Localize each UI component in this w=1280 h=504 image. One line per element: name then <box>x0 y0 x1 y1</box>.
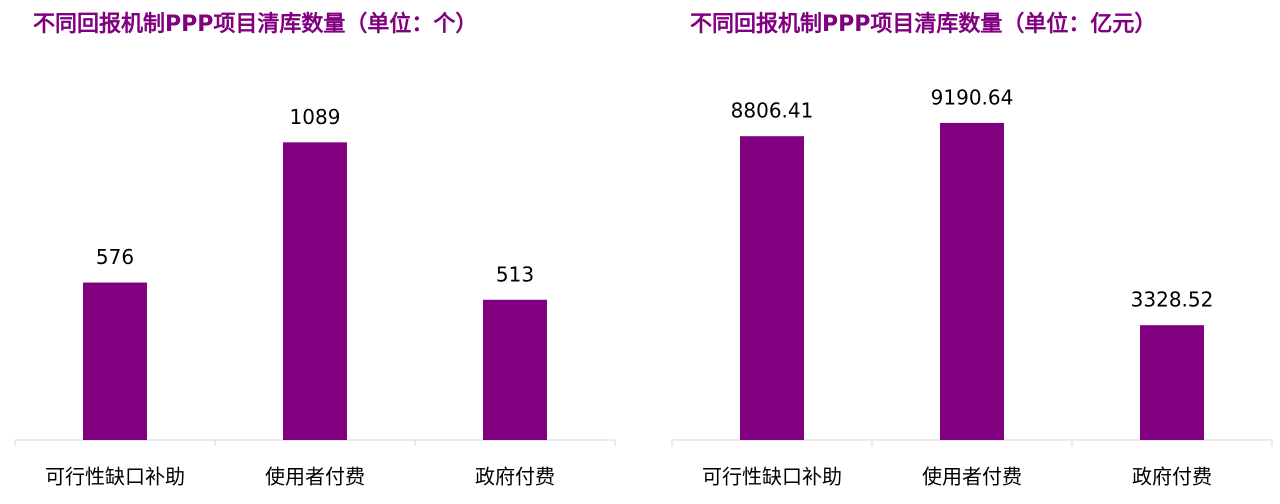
data-label: 3328.52 <box>1131 288 1214 312</box>
data-label: 8806.41 <box>731 99 814 123</box>
bar <box>83 282 147 440</box>
chart-title: 不同回报机制PPP项目清库数量（单位：亿元） <box>690 11 1156 37</box>
x-tick-label: 政府付费 <box>475 465 555 489</box>
bar <box>483 299 547 440</box>
data-label: 576 <box>96 245 134 269</box>
x-tick-label: 可行性缺口补助 <box>45 465 185 489</box>
bar <box>740 136 804 441</box>
bar <box>1140 325 1204 440</box>
data-label: 9190.64 <box>931 85 1014 109</box>
data-label: 513 <box>496 262 534 286</box>
data-label: 1089 <box>290 105 341 129</box>
x-tick-label: 使用者付费 <box>265 465 365 489</box>
bar <box>283 142 347 440</box>
x-tick-label: 使用者付费 <box>922 465 1022 489</box>
chart-title: 不同回报机制PPP项目清库数量（单位：个） <box>33 11 477 37</box>
x-tick-label: 可行性缺口补助 <box>702 465 842 489</box>
bar <box>940 122 1004 441</box>
x-tick-label: 政府付费 <box>1132 465 1212 489</box>
